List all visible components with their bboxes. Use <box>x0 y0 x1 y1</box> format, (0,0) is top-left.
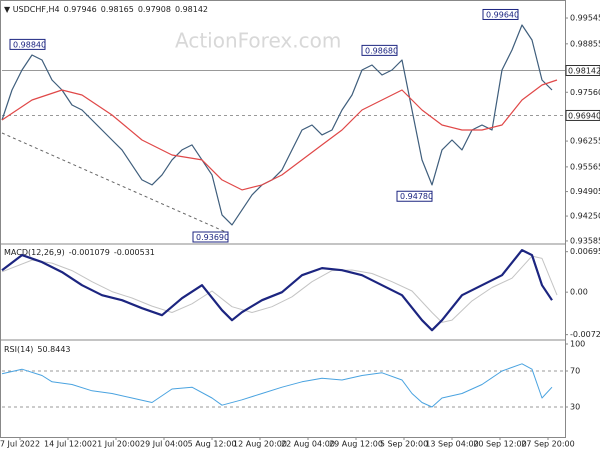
annotation-box <box>396 190 433 202</box>
series-line <box>1 249 553 332</box>
annotation-label: 0.99640 <box>486 10 519 19</box>
x-tick-label: 5 Sep 20:00 <box>380 440 428 449</box>
level-box <box>565 65 600 77</box>
watermark: ActionForex.com <box>175 29 341 53</box>
y-tick-label: 0.00 <box>570 288 588 297</box>
x-tick-label: 29 Aug 12:00 <box>329 440 383 449</box>
y-tick-label: 0.96255 <box>570 137 600 146</box>
series-line <box>1 79 558 191</box>
plot-frame <box>0 0 566 438</box>
y-tick-label: 0.99545 <box>570 14 600 23</box>
x-tick-label: 29 Jul 04:00 <box>140 440 188 449</box>
y-tick-label: 100 <box>570 340 585 349</box>
annotation-box <box>9 38 46 50</box>
signal-value: -0.000531 <box>114 248 155 257</box>
series-line <box>1 363 553 408</box>
x-tick-label: 22 Aug 04:00 <box>281 440 335 449</box>
level-label: 0.98142 <box>568 67 600 76</box>
x-tick-label: 20 Sep 12:00 <box>473 440 526 449</box>
y-tick-label: 0.98855 <box>570 39 600 48</box>
x-tick-label: 13 Sep 04:00 <box>425 440 478 449</box>
x-tick-label: 27 Sep 20:00 <box>521 440 574 449</box>
x-tick-label: 21 Jul 20:00 <box>92 440 140 449</box>
x-tick-label: 14 Jul 12:00 <box>44 440 92 449</box>
y-tick-label: 0.94250 <box>570 212 600 221</box>
y-tick-label: 0.97560 <box>570 88 600 97</box>
annotation-box <box>192 231 229 243</box>
annotation-label: 0.98680 <box>365 46 398 55</box>
x-tick-label: 7 Jul 2022 <box>0 440 40 449</box>
y-tick-label: 0.006954 <box>570 247 600 256</box>
trend-line <box>1 132 229 234</box>
rsi-label: RSI(14) 50.8443 <box>4 345 71 354</box>
annotation-label: 0.94780 <box>400 192 433 201</box>
close: 0.98142 <box>175 5 208 14</box>
level-box <box>565 109 600 121</box>
high: 0.98165 <box>101 5 134 14</box>
y-tick-label: 0.93585 <box>570 236 600 245</box>
symbol: USDCHF,H4 <box>13 5 60 14</box>
macd-name: MACD(12,26,9) <box>4 248 65 257</box>
rsi-name: RSI(14) <box>4 345 33 354</box>
y-tick-label: -0.007294 <box>570 330 600 339</box>
annotation-label: 0.93690 <box>196 233 229 242</box>
series-line <box>1 255 558 323</box>
macd-value: -0.001079 <box>69 248 110 257</box>
annotation-box <box>482 8 519 20</box>
y-tick-label: 0.95565 <box>570 162 600 171</box>
x-tick-label: 5 Aug 12:00 <box>188 440 237 449</box>
open: 0.97946 <box>64 5 97 14</box>
macd-label: MACD(12,26,9) -0.001079 -0.000531 <box>4 248 155 257</box>
annotation-box <box>361 44 398 56</box>
header: ▼ USDCHF,H4 0.97946 0.98165 0.97908 0.98142 <box>4 5 208 14</box>
low: 0.97908 <box>138 5 171 14</box>
y-tick-label: 30 <box>570 403 580 412</box>
y-tick-label: 0.94905 <box>570 187 600 196</box>
level-label: 0.96940 <box>568 111 600 120</box>
header-arrow: ▼ <box>4 5 13 14</box>
series-line <box>1 24 553 226</box>
annotation-label: 0.98840 <box>13 40 46 49</box>
rsi-value: 50.8443 <box>37 345 70 354</box>
x-tick-label: 12 Aug 20:00 <box>233 440 287 449</box>
y-tick-label: 70 <box>570 367 580 376</box>
